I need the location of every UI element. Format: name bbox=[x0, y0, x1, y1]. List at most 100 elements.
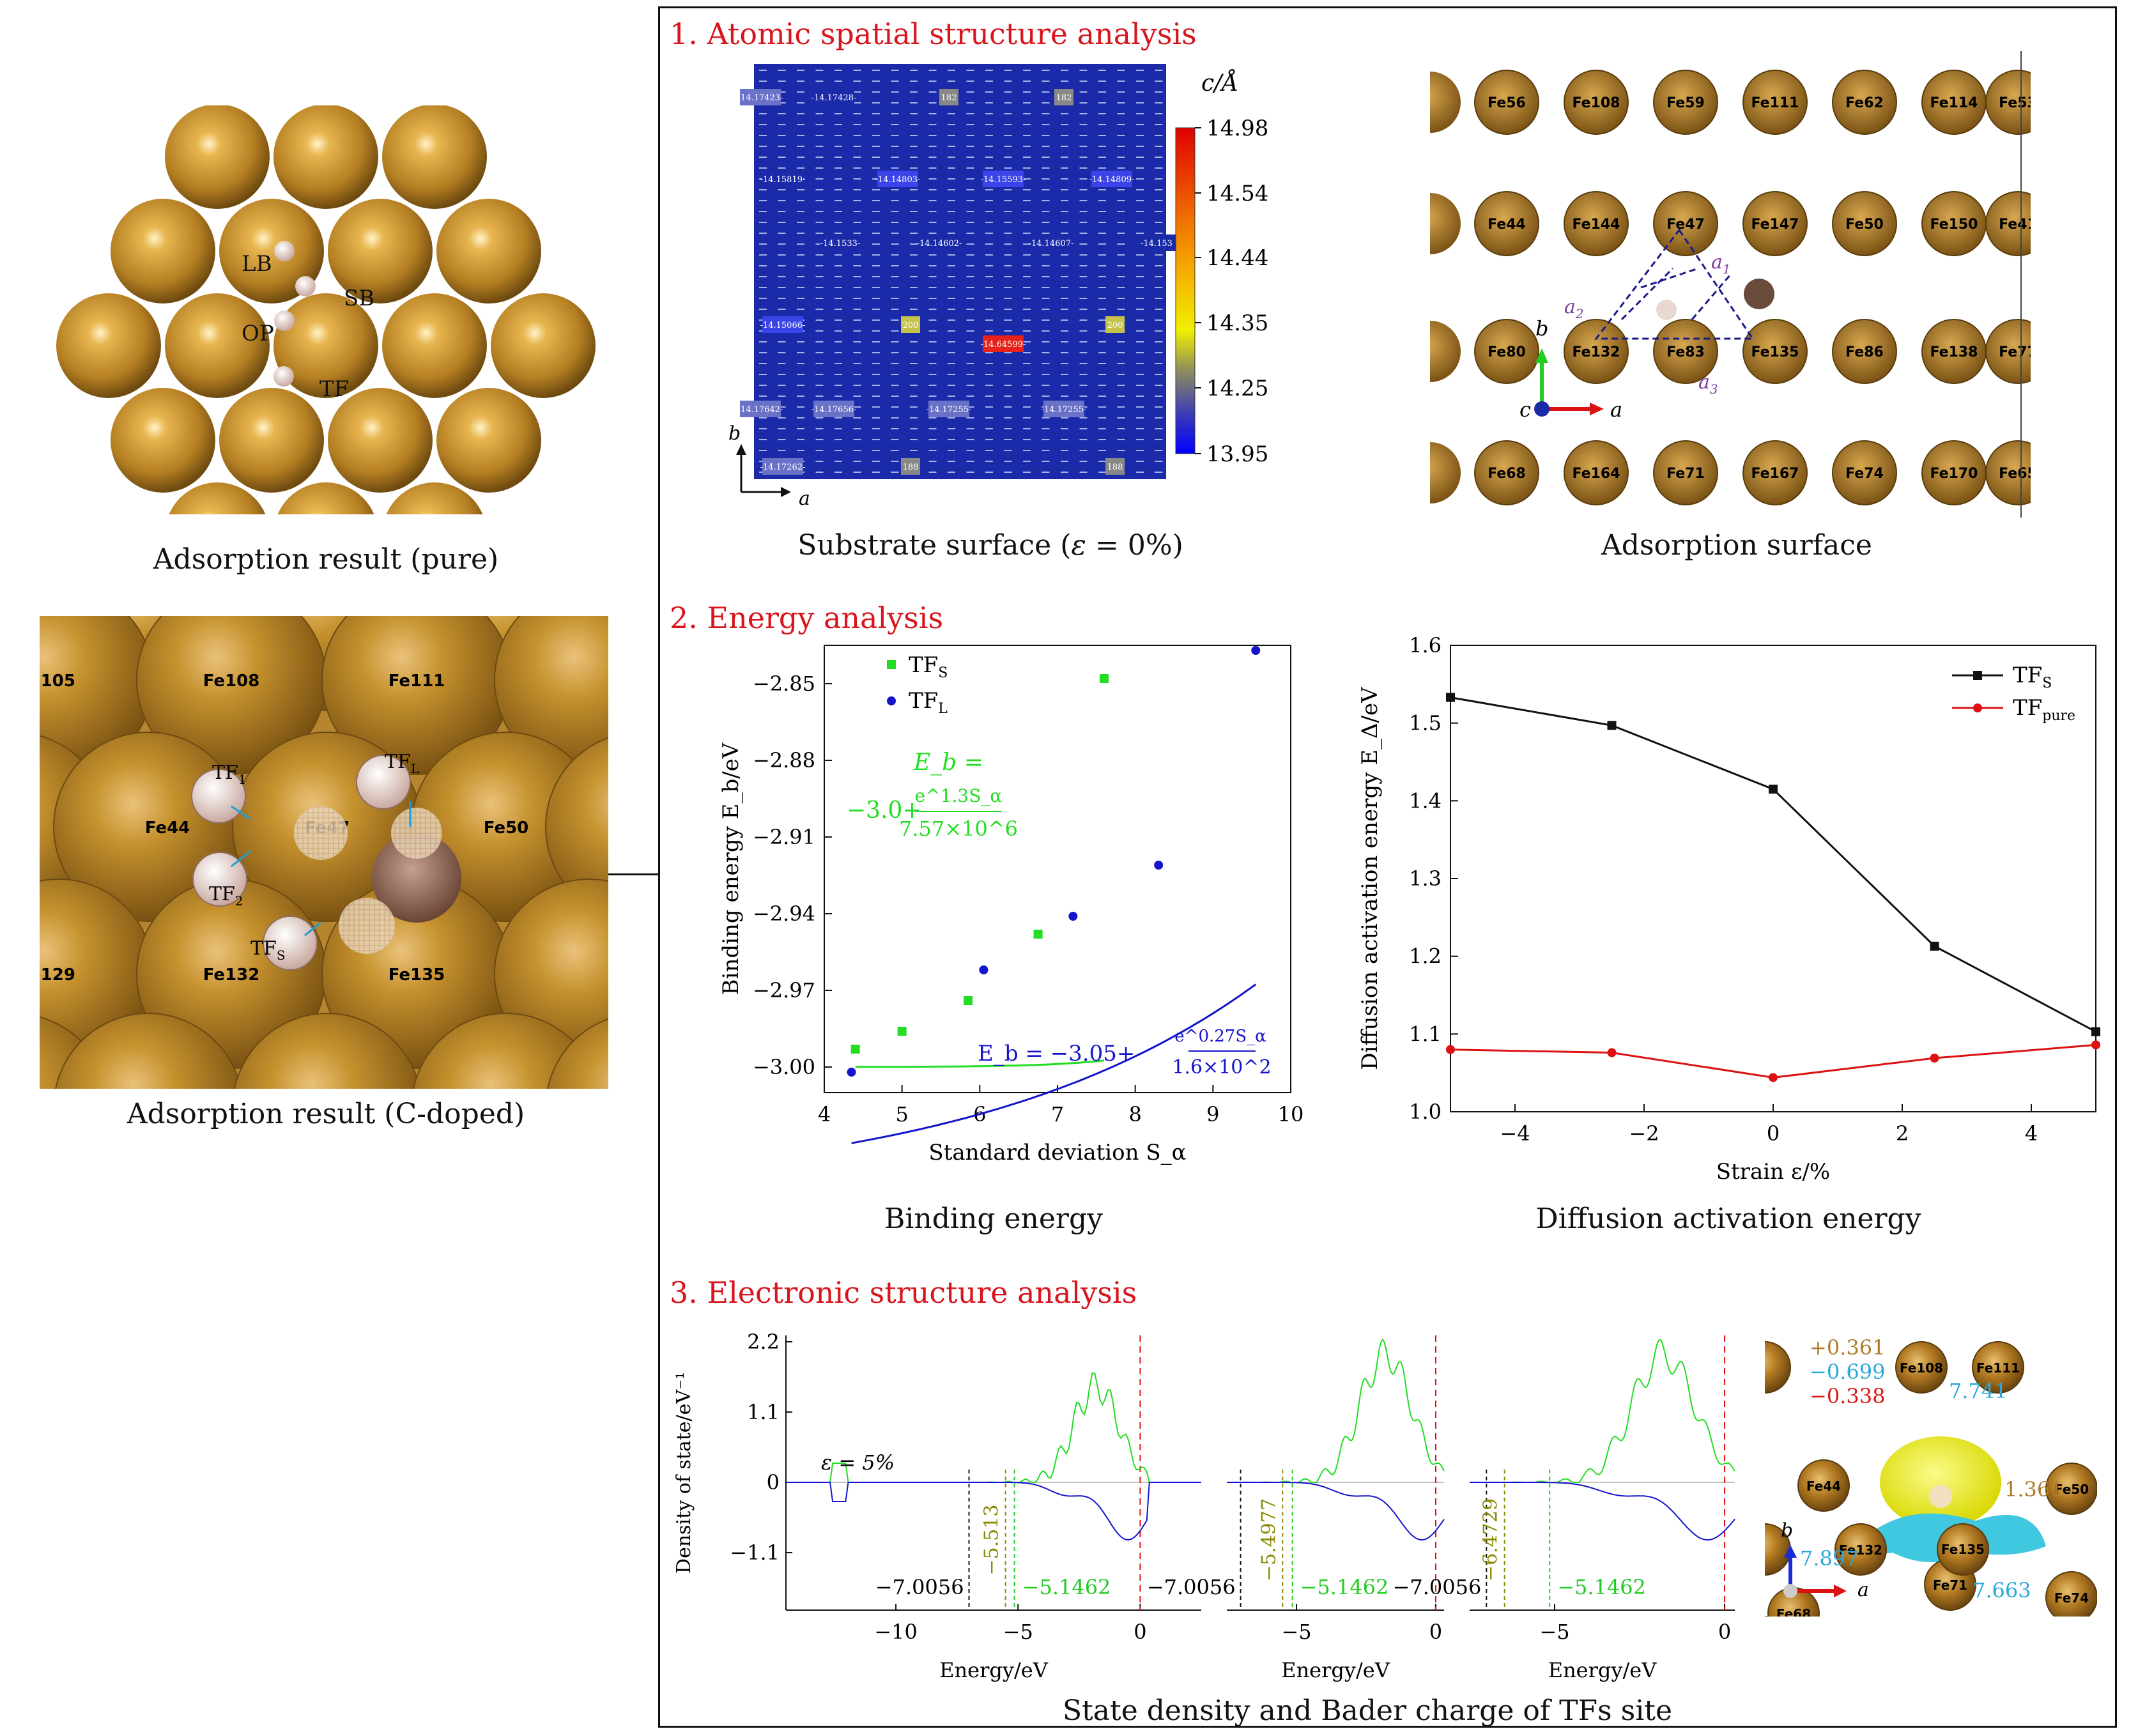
fe-atom bbox=[436, 199, 541, 303]
legend-tfpure: TFpure bbox=[2013, 695, 2075, 724]
surface-atom-label: Fe77 bbox=[1999, 344, 2031, 360]
diffusion-chart: −4 −2 0 2 4 1.6 1.5 1.4 1.3 1.2 1.1 1.0 Strain ε/% Di… bbox=[1357, 633, 2100, 1185]
vline-label: −7.0056 bbox=[1393, 1575, 1482, 1599]
bader-atom bbox=[1797, 1459, 1850, 1512]
dos-y-label: Density of state/eV⁻¹ bbox=[673, 1372, 695, 1574]
x-axis-label: Standard deviation S_α bbox=[928, 1140, 1186, 1165]
heatmap-axis-b: b bbox=[728, 422, 741, 445]
surface-atom bbox=[1474, 440, 1539, 505]
dos-curve-down bbox=[1470, 1482, 1735, 1540]
heatmap-cell-label: 182 bbox=[941, 93, 957, 103]
atom-label: Fe111 bbox=[388, 672, 445, 691]
heatmap-cell bbox=[1105, 458, 1125, 475]
binding-caption: Binding energy bbox=[884, 1202, 1103, 1235]
series-line bbox=[1450, 696, 2096, 1033]
vector-label: a2 bbox=[1564, 296, 1584, 321]
dos-x-tick: −5 bbox=[1539, 1620, 1569, 1644]
cdoped-adsorption-image: e105Fe108Fe111Fe44Fe47Fe50e129Fe132Fe135… bbox=[40, 616, 608, 1089]
vline-label: −5.1462 bbox=[1022, 1575, 1111, 1599]
bader-atom-label: Fe74 bbox=[2054, 1590, 2089, 1606]
plot-frame bbox=[824, 645, 1291, 1093]
eq-green-den: 7.57×10^6 bbox=[899, 817, 1018, 841]
heatmap-cell-label: -14.17255- bbox=[927, 405, 972, 415]
surface-atom bbox=[1742, 191, 1808, 256]
heatmap-cell-label: -14.14809- bbox=[1089, 175, 1135, 185]
y-tick-label: −2.91 bbox=[753, 825, 815, 849]
fe-atom bbox=[111, 199, 215, 303]
substrate-heatmap: -14.17423- -14.17428- 182 182 -14.15819- -14.… bbox=[728, 64, 1268, 510]
dos-x-label: Energy/eV bbox=[1281, 1658, 1390, 1682]
heatmap-cell bbox=[983, 171, 1024, 187]
surface-atom-label: Fe135 bbox=[1751, 344, 1799, 360]
tf-site bbox=[263, 916, 318, 971]
pure-adsorption-image bbox=[56, 105, 596, 514]
bader-atom bbox=[2045, 1571, 2097, 1617]
bader-value: 7.663 bbox=[1973, 1578, 2031, 1602]
heatmap-cell-label: -14.14607- bbox=[1029, 239, 1074, 249]
surface-atom bbox=[1564, 70, 1629, 135]
vline-label: −7.0056 bbox=[1147, 1575, 1236, 1599]
surface-atom bbox=[1832, 70, 1897, 135]
hatched-site bbox=[294, 806, 348, 860]
data-point-tfs bbox=[1033, 930, 1043, 939]
heatmap-cell bbox=[762, 171, 803, 187]
cdoped-caption: Adsorption result (C-doped) bbox=[127, 1098, 525, 1130]
data-point-tfs bbox=[1446, 693, 1455, 702]
surface-atom bbox=[1985, 319, 2031, 384]
heatmap-cell bbox=[813, 401, 854, 417]
section-2-title: 2. Energy analysis bbox=[670, 601, 944, 635]
data-point-tfl bbox=[1251, 646, 1261, 655]
fe-atom bbox=[273, 293, 378, 398]
heatmap-cell-label: -14.17428- bbox=[811, 93, 857, 103]
site-label-lb: LB bbox=[242, 251, 272, 277]
bader-axis-b: b bbox=[1781, 1519, 1793, 1542]
adsorbate-site bbox=[274, 241, 295, 261]
surface-atom bbox=[1564, 440, 1629, 505]
adsorbate bbox=[1744, 279, 1774, 309]
binding-energy-chart: 4 5 6 7 8 9 10−2.85−2.88−2.91−2.94−2.97−3.00St… bbox=[718, 645, 1304, 1165]
heatmap-cell bbox=[740, 89, 781, 105]
x-tick-label: 4 bbox=[2025, 1121, 2038, 1146]
x-tick-label: 10 bbox=[1278, 1102, 1304, 1126]
legend-tfl: TFL bbox=[909, 688, 948, 717]
surface-atom-label: Fe144 bbox=[1573, 217, 1620, 233]
surface-atom-label: Fe108 bbox=[1573, 95, 1620, 111]
section-1-title: 1. Atomic spatial structure analysis bbox=[670, 17, 1197, 51]
bader-atom-label: Fe71 bbox=[1933, 1578, 1967, 1593]
data-point-tfs bbox=[850, 1045, 860, 1054]
surface-atom bbox=[1653, 440, 1718, 505]
surface-atom bbox=[1653, 191, 1718, 256]
surface-atom-label: Fe111 bbox=[1751, 95, 1799, 111]
y-tick-label: −3.00 bbox=[753, 1055, 815, 1079]
heatmap-caption-pre: Substrate surface ( bbox=[797, 529, 1072, 562]
dos-x-tick: −10 bbox=[874, 1620, 918, 1644]
data-point-tfs bbox=[964, 996, 973, 1005]
eq-green-lhs: E_b = bbox=[913, 749, 983, 776]
data-point-tfl bbox=[847, 1068, 856, 1077]
fit-curve bbox=[855, 1059, 1105, 1068]
heatmap-caption-post: = 0%) bbox=[1086, 529, 1183, 562]
dos-x-tick: 0 bbox=[1429, 1620, 1442, 1644]
heatmap-cell-label: -14.14803- bbox=[875, 175, 921, 185]
x-tick-label: 0 bbox=[1767, 1121, 1780, 1146]
colorbar bbox=[1175, 127, 1196, 454]
surface-atom bbox=[1653, 319, 1718, 384]
surface-atom bbox=[1564, 191, 1629, 256]
dos-x-tick: 0 bbox=[1134, 1620, 1146, 1644]
heatmap-cell-label: -14.15819- bbox=[760, 175, 806, 185]
vline-label: −7.0056 bbox=[875, 1575, 964, 1599]
colorbar-tick: 14.35 bbox=[1206, 311, 1268, 336]
heatmap-cell-label: -14.14602- bbox=[917, 239, 962, 249]
y-tick-label: 1.1 bbox=[1409, 1022, 1442, 1046]
colorbar-tick: 14.54 bbox=[1206, 181, 1268, 206]
vline-label: −5.4977 bbox=[1257, 1498, 1280, 1581]
adsorbate-site bbox=[273, 366, 294, 387]
surface-atom-label: Fe167 bbox=[1751, 466, 1799, 482]
adsorbate bbox=[1656, 300, 1677, 320]
data-point-tfs bbox=[1100, 674, 1109, 683]
pure-site-labels: LB SB OP TF bbox=[38, 105, 613, 514]
vline-label: −5.1462 bbox=[1300, 1575, 1389, 1599]
fe-atom bbox=[545, 737, 608, 917]
data-point-tfpure bbox=[1446, 1045, 1455, 1054]
vline-label: −5.513 bbox=[981, 1504, 1003, 1575]
